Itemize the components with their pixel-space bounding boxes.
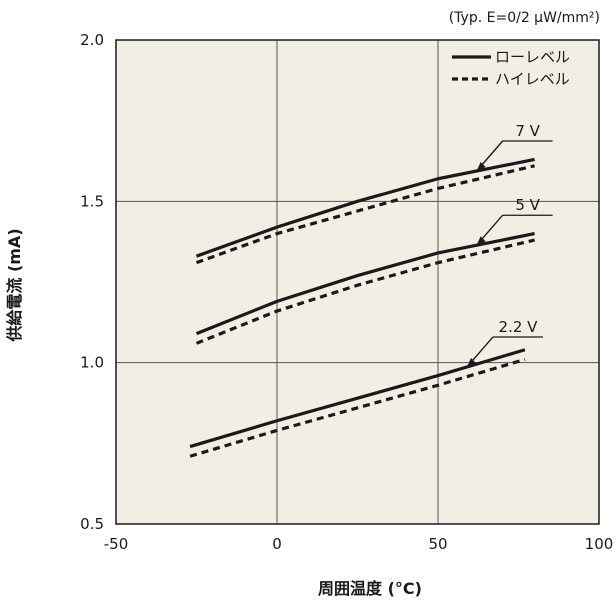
legend-label: ハイレベル	[495, 70, 570, 88]
measurement-condition-note: (Typ. E=0/2 μW/mm²)	[449, 10, 600, 26]
callout-arrowhead	[466, 357, 476, 367]
y-axis-title: 供給電流 (mA)	[5, 228, 24, 342]
plot-background	[116, 40, 599, 524]
x-tick-label: 100	[585, 535, 614, 553]
legend-label: ローレベル	[495, 48, 570, 66]
series-line-low-level	[195, 232, 535, 336]
series-line-high-level	[189, 357, 526, 458]
callout-arrowhead	[476, 162, 486, 172]
plot-area	[115, 39, 600, 525]
y-tick-label: 1.0	[80, 354, 104, 372]
y-tick-label: 2.0	[80, 31, 104, 49]
voltage-label: 2.2 V	[499, 318, 539, 336]
voltage-label: 5 V	[515, 196, 540, 214]
series-line-high-level	[195, 164, 535, 265]
plot-frame	[115, 39, 600, 525]
tick-labels: -50 0 50 100 0.5 1.0 1.5 2.0	[80, 31, 613, 553]
series-layer: 7 V 5 V 2.2 V	[189, 122, 553, 458]
series-line-high-level	[195, 238, 535, 345]
series-line-low-level	[195, 157, 535, 258]
y-tick-label: 1.5	[80, 192, 104, 210]
x-axis-title: 周囲温度 (°C)	[318, 579, 422, 598]
x-tick-label: -50	[104, 535, 129, 553]
x-tick-label: 0	[272, 535, 282, 553]
y-tick-label: 0.5	[80, 515, 104, 533]
callout-arrowhead	[476, 236, 486, 246]
voltage-label: 7 V	[515, 122, 540, 140]
x-tick-label: 50	[428, 535, 447, 553]
